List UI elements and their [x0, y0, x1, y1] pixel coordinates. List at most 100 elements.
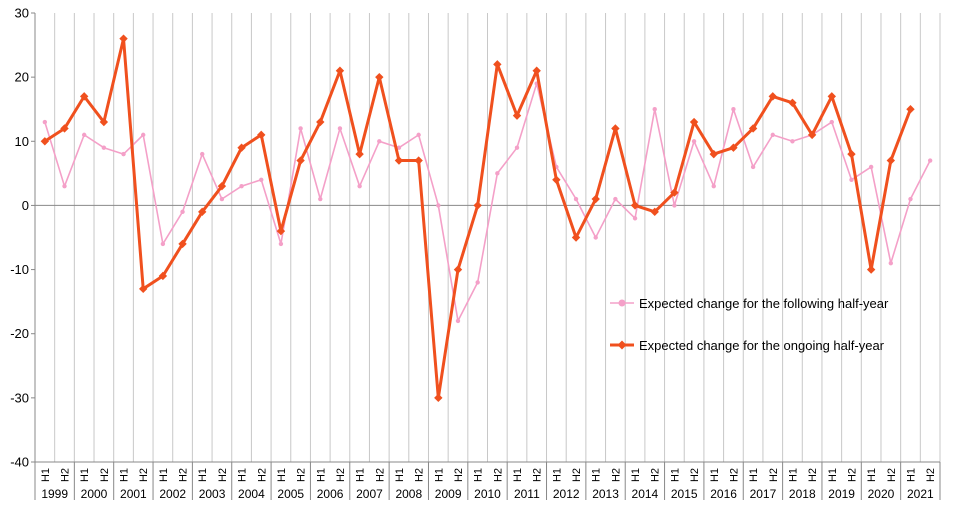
- data-point-0: [455, 318, 461, 324]
- data-point-1: [807, 130, 817, 140]
- x-tick-label-half: H2: [374, 468, 386, 482]
- data-point-0: [62, 183, 67, 189]
- x-axis-ticks: H1 H2 H1 H2 H1 H2 H1 H2 H1 H2 H1 H2 H1 H2 H1 H2 H1 H2 H1 H2…: [34, 462, 941, 501]
- data-point-1: [473, 201, 482, 210]
- data-point-1: [119, 34, 128, 43]
- legend: Expected change for the following half-y…: [610, 296, 889, 353]
- data-point-1: [906, 105, 915, 114]
- data-point-1: [158, 271, 168, 281]
- data-point-0: [790, 139, 795, 144]
- data-point-1: [217, 181, 227, 191]
- data-point-1: [178, 239, 187, 249]
- y-tick-label: 0: [22, 198, 29, 213]
- x-tick-label-half: H2: [532, 468, 544, 482]
- data-point-0: [180, 209, 185, 215]
- data-point-0: [927, 158, 933, 163]
- x-tick-label-year: 2011: [514, 487, 540, 501]
- data-point-0: [613, 196, 618, 202]
- data-point-1: [630, 201, 640, 210]
- data-point-0: [888, 260, 894, 266]
- data-point-0: [475, 280, 480, 285]
- data-point-0: [160, 241, 166, 247]
- data-point-0: [101, 145, 107, 150]
- data-point-1: [237, 143, 246, 152]
- data-point-1: [453, 265, 463, 274]
- x-tick-label-half: H1: [276, 468, 288, 482]
- data-point-1: [60, 124, 69, 133]
- data-point-0: [298, 126, 303, 131]
- data-point-0: [750, 164, 756, 170]
- y-tick-label: -30: [10, 390, 29, 405]
- legend-marker-ongoing: [617, 340, 627, 350]
- data-point-0: [495, 171, 500, 176]
- data-point-0: [121, 151, 126, 157]
- x-tick-label-year: 2014: [632, 487, 659, 501]
- data-point-0: [396, 145, 402, 150]
- x-tick-label-year: 2003: [199, 487, 226, 501]
- x-tick-label-year: 2001: [120, 487, 147, 501]
- y-tick-label: 10: [15, 134, 29, 149]
- x-tick-label-half: H1: [237, 468, 249, 482]
- x-tick-label-half: H2: [296, 468, 308, 482]
- x-tick-label-half: H1: [119, 468, 131, 482]
- x-tick-label-half: H2: [217, 468, 229, 482]
- y-tick-label: 30: [15, 6, 29, 21]
- x-tick-label-year: 2005: [277, 487, 304, 501]
- x-tick-label-half: H1: [433, 468, 445, 482]
- data-point-1: [355, 149, 364, 159]
- data-point-1: [729, 143, 738, 152]
- data-point-0: [239, 183, 244, 189]
- data-point-0: [731, 107, 736, 112]
- data-point-0: [514, 145, 520, 150]
- data-point-1: [768, 92, 777, 101]
- x-tick-label-year: 2002: [159, 487, 186, 501]
- x-tick-label-half: H1: [551, 468, 563, 482]
- x-tick-label-half: H2: [256, 468, 268, 482]
- data-point-1: [689, 117, 699, 127]
- x-tick-label-half: H1: [40, 468, 52, 482]
- legend-entry-following: Expected change for the following half-y…: [610, 296, 889, 311]
- y-tick-label: -40: [10, 455, 29, 470]
- x-tick-label-half: H1: [787, 468, 799, 482]
- data-point-1: [394, 156, 404, 165]
- x-tick-label-half: H1: [669, 468, 681, 482]
- data-point-0: [377, 139, 382, 144]
- data-point-1: [335, 66, 345, 75]
- data-point-1: [79, 92, 89, 101]
- data-point-1: [748, 124, 758, 133]
- data-point-1: [296, 156, 305, 165]
- data-point-1: [257, 130, 266, 140]
- legend-entry-ongoing: Expected change for the ongoing half-yea…: [610, 338, 885, 353]
- x-tick-label-year: 2007: [356, 487, 383, 501]
- data-point-1: [591, 194, 600, 204]
- x-tick-label-half: H2: [610, 468, 622, 482]
- data-point-0: [849, 177, 854, 182]
- legend-marker-following: [618, 299, 626, 307]
- x-tick-label-half: H2: [492, 468, 504, 482]
- x-tick-label-half: H1: [315, 468, 327, 482]
- x-tick-label-half: H1: [512, 468, 524, 482]
- x-tick-label-year: 2020: [868, 487, 895, 501]
- x-tick-label-year: 2012: [553, 487, 580, 501]
- data-point-0: [337, 126, 343, 131]
- data-point-0: [416, 132, 421, 138]
- x-tick-label-half: H2: [650, 468, 662, 482]
- data-point-1: [886, 156, 896, 165]
- data-point-0: [42, 119, 48, 125]
- y-tick-label: 20: [15, 70, 29, 85]
- data-point-0: [652, 107, 657, 112]
- data-point-1: [670, 188, 679, 197]
- data-point-0: [200, 151, 205, 157]
- data-point-1: [99, 117, 109, 127]
- data-point-0: [81, 132, 87, 138]
- x-tick-label-year: 2009: [435, 487, 462, 501]
- x-tick-label-half: H2: [925, 468, 937, 482]
- x-tick-label-half: H1: [394, 468, 406, 482]
- x-tick-label-year: 2006: [317, 487, 344, 501]
- data-point-0: [868, 164, 874, 170]
- x-tick-label-year: 2021: [907, 487, 934, 501]
- data-point-0: [219, 196, 225, 202]
- x-tick-label-year: 2015: [671, 487, 698, 501]
- data-point-0: [573, 196, 579, 202]
- data-point-1: [493, 60, 502, 69]
